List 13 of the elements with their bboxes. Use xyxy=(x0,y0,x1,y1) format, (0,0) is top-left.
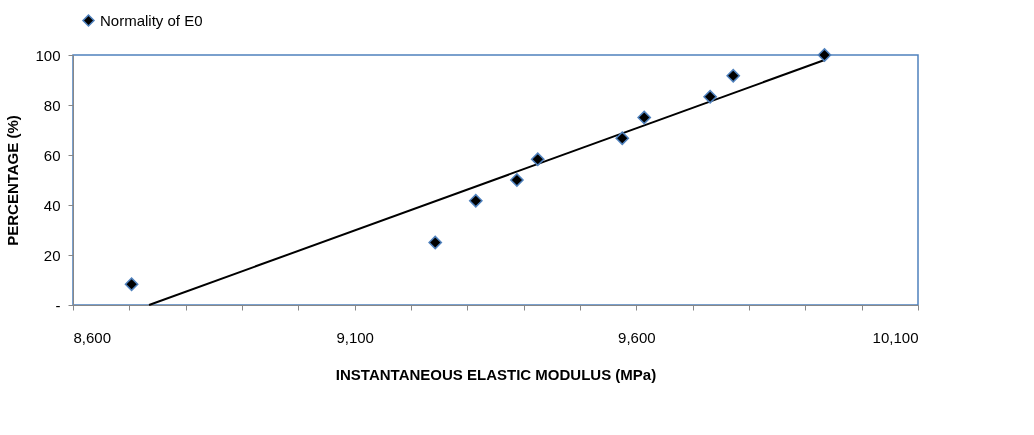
legend-label: Normality of E0 xyxy=(100,11,203,29)
x-axis-title: INSTANTANEOUS ELASTIC MODULUS (MPa) xyxy=(335,365,657,383)
y-axis-title: PERCENTAGE (%) xyxy=(4,115,22,246)
y-tick-label: 80 xyxy=(43,96,61,114)
x-tick-label: 8,600 xyxy=(73,328,112,346)
x-tick-label: 9,600 xyxy=(618,328,656,346)
y-tick-label: 60 xyxy=(43,146,61,164)
x-tick-label: 10,100 xyxy=(872,328,919,346)
y-tick-label: 100 xyxy=(35,46,61,64)
x-tick-label: 9,100 xyxy=(336,328,374,346)
y-tick-label: 20 xyxy=(43,246,61,264)
y-tick-label: 40 xyxy=(43,196,61,214)
y-tick-label: - xyxy=(55,296,61,314)
